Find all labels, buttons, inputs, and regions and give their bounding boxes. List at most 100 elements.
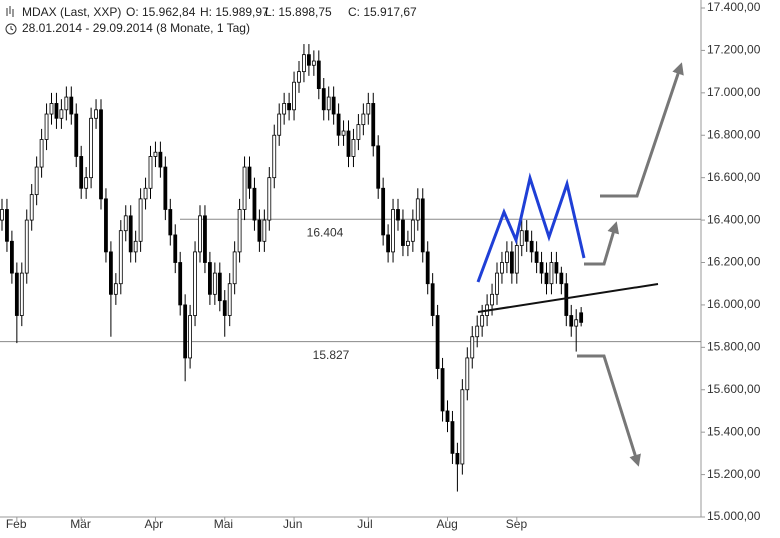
candle-body (539, 262, 544, 274)
annotations (476, 62, 684, 467)
y-tick-label: 16.200,00 (707, 255, 761, 269)
y-tick-label: 16.800,00 (707, 127, 761, 141)
candle-body (455, 452, 460, 465)
candle-body (356, 124, 361, 140)
x-tick-label: Sep (506, 517, 528, 531)
candle-body (574, 319, 579, 327)
candle-body (232, 251, 237, 285)
candle-body (569, 315, 574, 327)
candle-body (306, 54, 311, 66)
y-tick-label: 16.600,00 (707, 170, 761, 184)
candle-body (465, 357, 470, 391)
candle-body (534, 251, 539, 263)
chart-subtitle: 28.01.2014 - 29.09.2014 (8 Monate, 1 Tag… (22, 21, 250, 35)
x-tick-label: Apr (144, 517, 163, 531)
candle-body (222, 300, 227, 316)
ohlc-label: L: 15.898,75 (265, 5, 332, 19)
candle-body (500, 262, 504, 274)
x-tick-label: Mai (214, 517, 233, 531)
arrow (577, 354, 641, 467)
candle-body (143, 187, 148, 200)
x-tick-label: Jun (283, 517, 302, 531)
candle-body (247, 166, 252, 189)
candle-body (198, 215, 202, 253)
candle-body (64, 96, 69, 111)
candle-body (316, 60, 321, 89)
chart-title: MDAX (Last, XXP) (22, 5, 121, 19)
candle-body (287, 103, 292, 111)
candle-body (272, 134, 277, 179)
y-tick-label: 17.200,00 (707, 43, 761, 57)
candle-body (104, 198, 108, 253)
candle-body (282, 103, 287, 115)
candle-body (109, 251, 113, 295)
candle-body (292, 81, 296, 111)
candle-body (376, 145, 381, 189)
trend-line (477, 283, 659, 313)
candle-body (257, 219, 262, 242)
candle-body (237, 209, 242, 253)
candle-body (425, 251, 430, 285)
candle-body (207, 262, 212, 295)
candle-body (178, 262, 183, 306)
candle-body (302, 54, 306, 73)
candle-body (579, 312, 584, 323)
candle-body (128, 215, 133, 253)
x-tick-label: Feb (6, 517, 27, 531)
candle-body (262, 219, 267, 242)
candle-body (193, 251, 197, 316)
candle-body (14, 272, 19, 316)
candle-body (405, 240, 410, 246)
arrow (600, 62, 684, 198)
candle-body (524, 230, 529, 242)
candle-body (183, 304, 188, 359)
candle-body (559, 272, 564, 285)
candle-body (74, 113, 79, 157)
candle-body (450, 421, 455, 454)
candle-body (44, 113, 49, 140)
y-tick-label: 17.400,00 (707, 0, 761, 14)
bars-icon (6, 6, 14, 17)
y-tick-label: 16.400,00 (707, 212, 761, 226)
x-tick-label: Mär (70, 517, 91, 531)
candle-body (435, 315, 440, 369)
candle-body (94, 109, 98, 119)
candle-body (519, 230, 524, 246)
candle-body (401, 219, 405, 246)
candle-body (19, 272, 24, 316)
y-tick-label: 15.800,00 (707, 340, 761, 354)
candle-body (153, 151, 158, 157)
candle-body (386, 234, 391, 253)
candle-body (217, 272, 222, 302)
candle-body (326, 96, 331, 111)
candle-body (29, 194, 34, 221)
ohlc-label: H: 15.989,97 (200, 5, 269, 19)
candle-body (227, 283, 232, 316)
y-tick-label: 15.200,00 (707, 467, 761, 481)
candle-body (267, 177, 272, 221)
candle-body (79, 156, 84, 189)
candle-body (203, 215, 207, 263)
x-tick-label: Aug (437, 517, 458, 531)
candle-body (430, 283, 435, 316)
candle-body (148, 156, 153, 189)
y-tick-label: 16.000,00 (707, 297, 761, 311)
candle-body (371, 103, 376, 147)
candle-body (158, 151, 163, 168)
ohlc-label: C: 15.917,67 (348, 5, 417, 19)
candle-body (242, 166, 247, 210)
candle-body (5, 209, 9, 242)
candle-body (331, 96, 336, 115)
candle-body (346, 130, 351, 157)
candle-body (168, 209, 173, 236)
pattern-line (476, 172, 586, 283)
candle-body (495, 272, 499, 295)
candle-body (123, 215, 128, 232)
y-tick-label: 15.000,00 (707, 509, 761, 523)
candle-body (277, 113, 282, 136)
candle-body (39, 139, 44, 168)
candle-body (321, 88, 326, 111)
candle-body (529, 240, 534, 253)
candle-body (514, 245, 519, 274)
